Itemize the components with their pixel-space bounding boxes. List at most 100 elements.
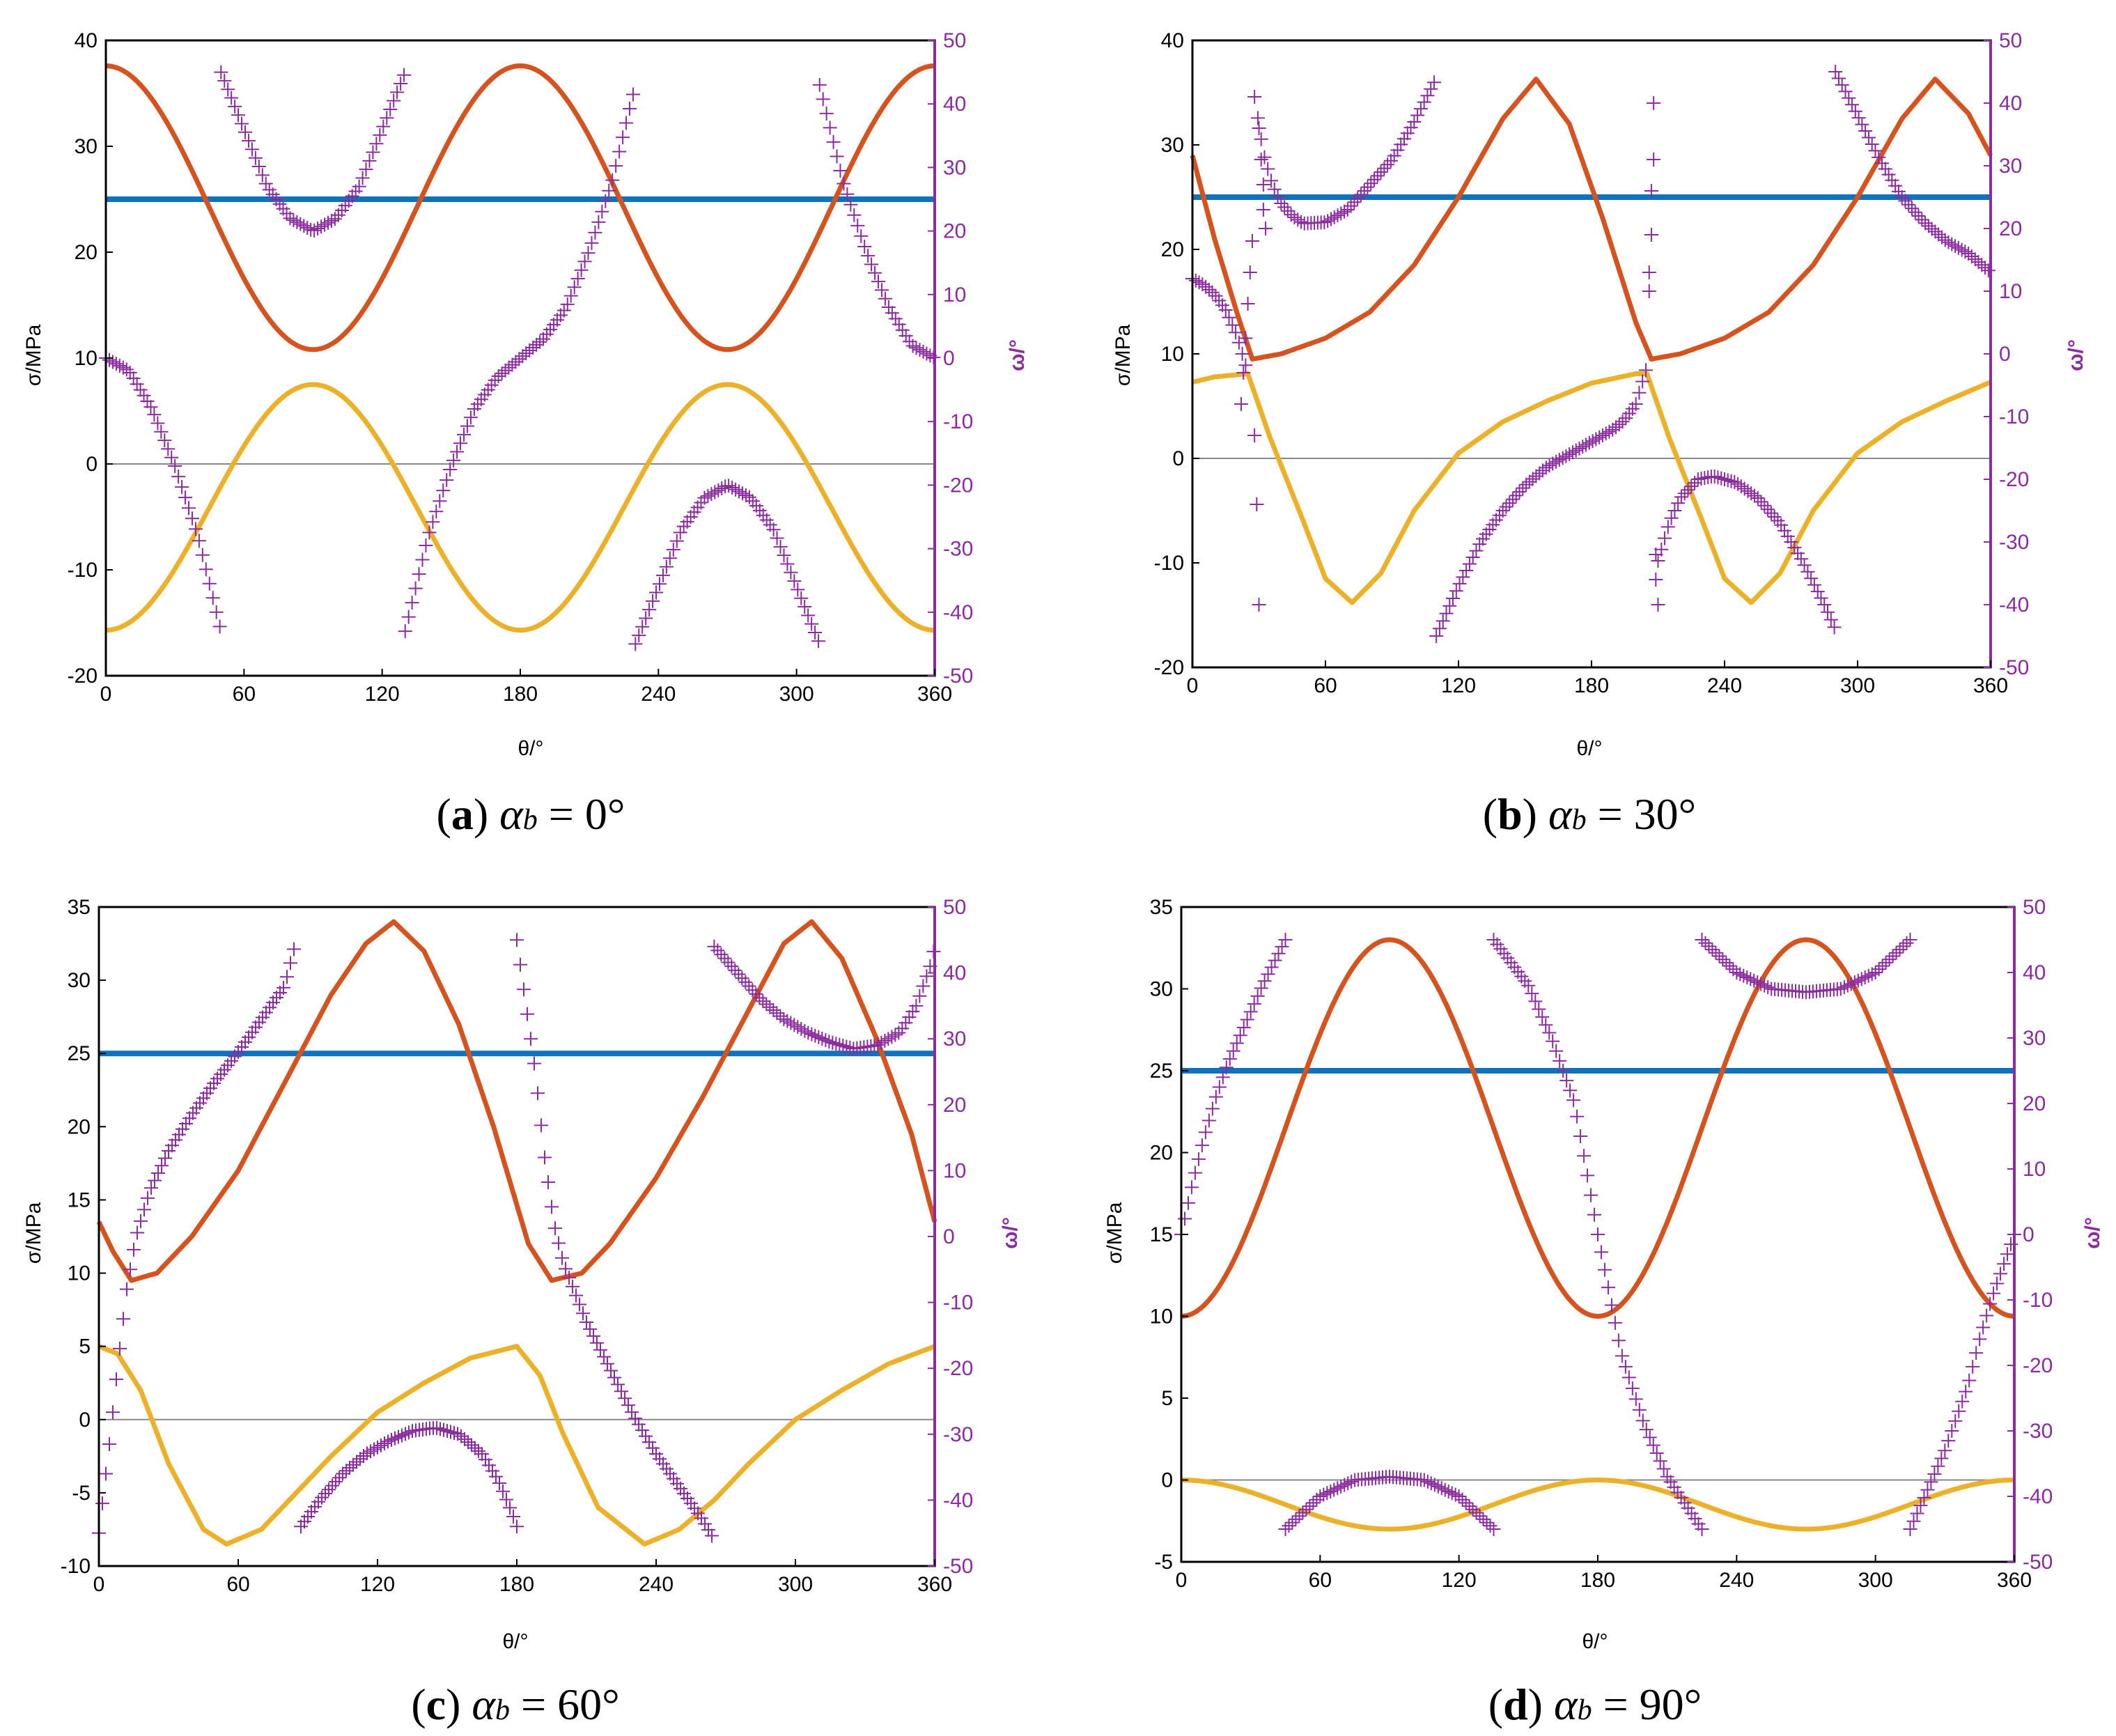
panel-a-omega-point xyxy=(609,159,623,173)
panel-a-omega-point xyxy=(501,360,516,375)
panel-b-omega-point xyxy=(1855,117,1869,132)
panel-c-omega-point xyxy=(707,939,722,954)
panel-d-caption: (d) αb = 90° xyxy=(1488,1680,1702,1729)
panel-d-omega-point xyxy=(1268,953,1282,968)
panel-a-omega-point xyxy=(919,346,934,361)
panel-d-omega-point xyxy=(1553,1053,1567,1068)
panel-a-omega-point xyxy=(307,223,322,238)
panel-d-omega-point xyxy=(1292,1509,1307,1524)
panel-c-omega-point xyxy=(881,1032,896,1046)
panel-c-ytick-label: 30 xyxy=(68,969,91,992)
panel-a-omega-point xyxy=(826,134,841,149)
panel-a-omega-point xyxy=(137,388,151,403)
panel-d-omega-point xyxy=(1702,939,1716,954)
panel-d-omega-point xyxy=(1604,1298,1619,1312)
panel-d-omega-point xyxy=(1837,980,1851,995)
panel-c-y2tick-label: 40 xyxy=(943,962,966,985)
panel-c-omega-point xyxy=(113,1341,127,1356)
panel-d-omega-point xyxy=(1469,1505,1484,1520)
panel-d-omega-point xyxy=(1761,980,1775,995)
panel-b-ytick-label: 10 xyxy=(1161,343,1184,366)
panel-c-omega-point xyxy=(479,1452,492,1467)
panel-a-omega-point xyxy=(214,65,228,79)
panel-d-omega-point xyxy=(1858,970,1872,985)
panel-c-omega-point xyxy=(559,1262,573,1276)
panel-c-omega-point xyxy=(430,1420,444,1435)
panel-c-omega-point xyxy=(176,1122,189,1136)
panel-a-omega-point xyxy=(133,382,148,397)
panel-a-ytick-label: 20 xyxy=(75,241,98,264)
panel-c-omega-point xyxy=(714,947,729,962)
panel-b-omega-point xyxy=(1964,249,1979,264)
panel-d-omega-point xyxy=(1872,962,1886,977)
panel-b-xlabel: θ/° xyxy=(1576,737,1602,760)
panel-a-omega-point xyxy=(217,73,232,88)
panel-d-y2tick-label: 50 xyxy=(2023,896,2046,919)
panel-a-omega-point xyxy=(195,548,210,562)
panel-b-omega-point xyxy=(1252,598,1266,612)
panel-c-omega-point xyxy=(635,1423,649,1438)
panel-d-omega-point xyxy=(1344,1474,1359,1489)
panel-a-omega-point xyxy=(704,487,719,502)
panel-c-omega-point xyxy=(829,1037,843,1051)
panel-d-omega-point xyxy=(1573,1129,1588,1143)
panel-a-omega-point xyxy=(787,574,802,589)
panel-a-omega-point xyxy=(642,603,657,617)
panel-a-omega-point xyxy=(405,596,419,610)
panel-a-omega-point xyxy=(352,179,366,194)
panel-a-omega-point xyxy=(711,483,726,497)
panel-b-omega-point xyxy=(1647,153,1661,166)
panel-d-omega-point xyxy=(1330,1481,1345,1496)
panel-b-omega-point xyxy=(1236,366,1251,380)
panel-a-omega-point xyxy=(602,183,616,198)
panel-b-omega-point xyxy=(1649,548,1663,561)
panel-b-omega-point xyxy=(1667,504,1682,518)
panel-c-omega-point xyxy=(815,1031,830,1046)
panel-c-omega-point xyxy=(874,1035,889,1050)
panel-b-omega-point xyxy=(1791,546,1805,561)
panel-c-omega-point xyxy=(698,1517,712,1531)
panel-b-omega-point xyxy=(1674,490,1688,504)
panel-c-omega-point xyxy=(350,1455,364,1469)
panel-c-omega-point xyxy=(583,1322,597,1336)
panel-c-caption-eq: = 60° xyxy=(521,1680,620,1729)
panel-c-omega-point xyxy=(437,1423,451,1437)
panel-c-omega-point xyxy=(510,1519,524,1534)
panel-c-omega-point xyxy=(367,1442,381,1457)
panel-b-omega-point xyxy=(1351,191,1365,206)
panel-a-omega-point xyxy=(433,494,447,509)
panel-b-omega-point xyxy=(1582,435,1596,450)
panel-c-omega-point xyxy=(520,1007,534,1021)
panel-a-omega-point xyxy=(419,538,433,553)
panel-c-omega-point xyxy=(130,1225,144,1240)
panel-c-omega-point xyxy=(524,1032,538,1046)
panel-d-omega-point xyxy=(1257,974,1272,989)
panel-b-omega-point xyxy=(1334,206,1348,221)
panel-b-omega-point xyxy=(1810,584,1825,599)
panel-a-omega-point xyxy=(591,215,606,229)
panel-c-omega-point xyxy=(611,1377,625,1392)
panel-b-omega-point xyxy=(1823,612,1838,627)
panel-a-omega-point xyxy=(794,591,809,605)
panel-c-ytick-label: 15 xyxy=(68,1188,91,1211)
panel-d-omega-point xyxy=(1719,955,1734,970)
panel-c-ytick-label: -5 xyxy=(72,1482,91,1505)
panel-d-y2tick-label: -10 xyxy=(2023,1289,2053,1312)
panel-a-omega-point xyxy=(871,274,886,289)
panel-a-omega-point xyxy=(209,605,224,619)
panel-b-omega-point xyxy=(1529,469,1543,483)
panel-d-omega-point xyxy=(1556,1064,1571,1078)
panel-d-omega-point xyxy=(1878,955,1893,970)
panel-b-omega-point xyxy=(1256,203,1270,217)
panel-c-omega-point xyxy=(465,1438,479,1452)
panel-d-omega-point xyxy=(1695,933,1709,947)
panel-b-omega-point xyxy=(1774,518,1789,532)
panel-a-omega-point xyxy=(854,228,869,243)
panel-a-omega-point xyxy=(811,634,826,649)
panel-a-omega-point xyxy=(801,608,816,623)
panel-c-omega-point xyxy=(818,1033,833,1048)
panel-d-ytick-label: 0 xyxy=(1161,1469,1173,1492)
panel-a-omega-point xyxy=(725,481,740,495)
panel-b-omega-point xyxy=(1971,255,1986,270)
panel-b-ylabel: σ/MPa xyxy=(1112,324,1135,386)
